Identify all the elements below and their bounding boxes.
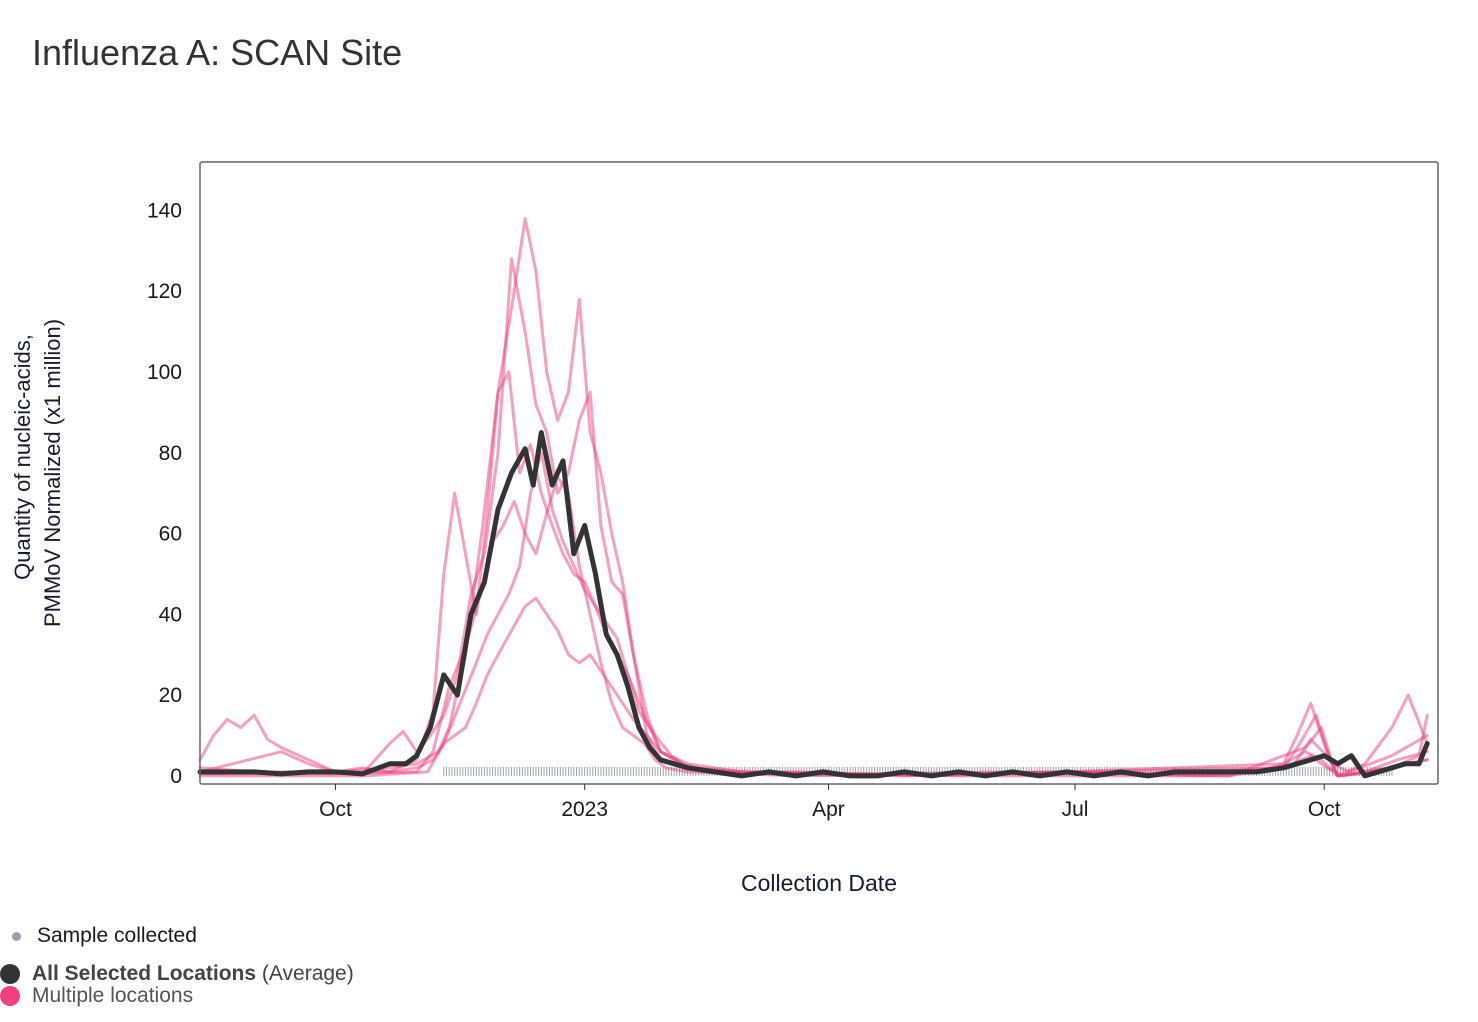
- legend-multiple-label: Multiple locations: [32, 984, 194, 1007]
- y-tick-label-140: 140: [147, 199, 182, 222]
- y-tick-label-40: 40: [159, 603, 182, 626]
- y-tick-label-0: 0: [170, 765, 182, 788]
- y-tick-label-120: 120: [147, 280, 182, 303]
- y-tick-label-80: 80: [159, 442, 182, 465]
- series-line-location-5: [198, 475, 1429, 778]
- y-axis-title-line-2: PMMoV Normalized (x1 million): [40, 319, 65, 627]
- legend-sample-label: Sample collected: [37, 924, 197, 947]
- x-tick-label-0: Oct: [319, 798, 352, 821]
- y-axis-title-line-1: Quantity of nucleic-acids,: [10, 334, 35, 580]
- y-tick-label-100: 100: [147, 361, 182, 384]
- y-tick-label-20: 20: [159, 684, 182, 707]
- x-axis: Oct 2023 Apr Jul Oct: [319, 784, 1341, 821]
- series-line-average: [197, 430, 1430, 779]
- series-line-location-1: [198, 217, 1429, 778]
- legend-item-sample: Sample collected: [12, 924, 197, 948]
- locations-dot-icon: [0, 986, 20, 1007]
- legend-item-average[interactable]: All Selected Locations (Average): [0, 962, 354, 986]
- x-tick-label-1: 2023: [561, 798, 608, 821]
- x-tick-label-4: Oct: [1308, 798, 1341, 821]
- series-line-location-3: [198, 370, 1429, 778]
- plot-frame: [199, 161, 1439, 785]
- legend-average-suffix: (Average): [261, 962, 354, 985]
- chart: 0 20 40 60 80 100 120 140 Oct 2023 Apr Jul Oct Quan…: [10, 161, 1439, 896]
- average-dot-icon: [0, 964, 20, 985]
- x-axis-title: Collection Date: [741, 870, 897, 896]
- page-title: Influenza A: SCAN Site: [32, 32, 403, 73]
- series-line-location-2: [198, 257, 1429, 778]
- sample-dot-icon: [12, 931, 21, 941]
- legend-average-label: All Selected Locations: [32, 962, 257, 985]
- series-line-location-6: [198, 451, 1429, 778]
- location-lines-layer: [198, 217, 1429, 778]
- y-axis: 0 20 40 60 80 100 120 140: [147, 199, 182, 787]
- x-tick-label-3: Jul: [1062, 798, 1089, 821]
- x-tick-label-2: Apr: [812, 798, 845, 821]
- average-line-layer: [197, 430, 1430, 779]
- y-tick-label-60: 60: [159, 523, 182, 546]
- legend-item-multiple[interactable]: Multiple locations: [0, 984, 193, 1008]
